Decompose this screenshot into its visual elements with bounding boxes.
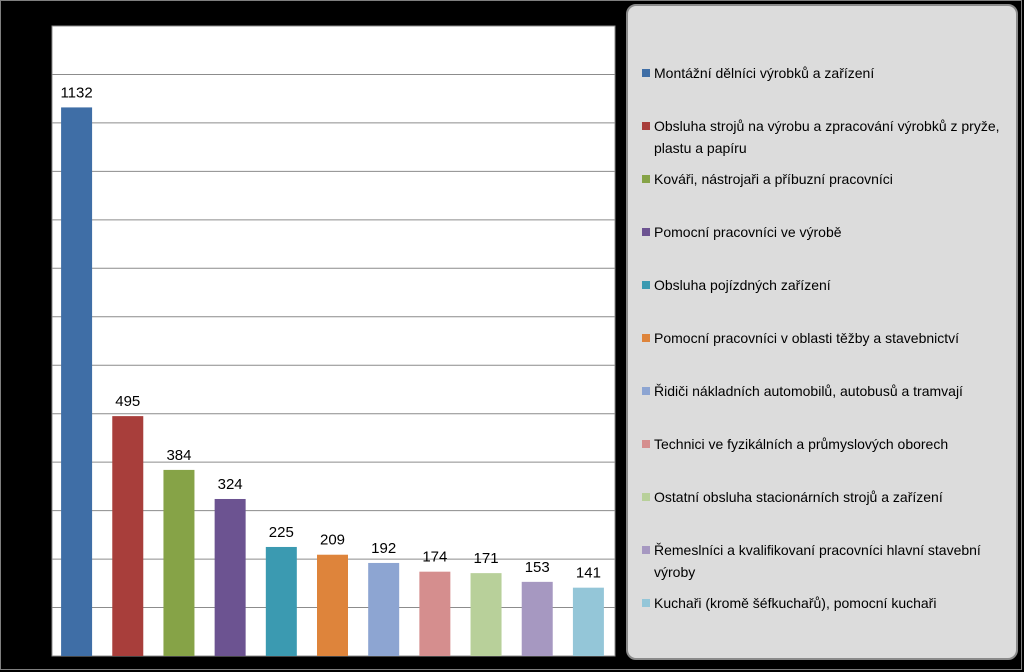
legend-label: Řidiči nákladních automobilů, autobusů a… xyxy=(654,383,963,399)
legend-swatch xyxy=(642,281,650,289)
y-tick-label: 1000 xyxy=(7,163,40,180)
data-label: 1132 xyxy=(60,84,92,101)
y-tick-label: 1200 xyxy=(7,66,40,83)
legend-item: Řemeslníci a kvalifikovaní pracovníci hl… xyxy=(642,539,1004,583)
data-label: 384 xyxy=(166,447,191,464)
y-tick-label: 200 xyxy=(15,551,40,568)
y-tick-label: 500 xyxy=(15,406,40,423)
legend-label: Obsluha pojízdných zařízení xyxy=(654,277,831,293)
y-tick-label: 700 xyxy=(15,309,40,326)
bar xyxy=(112,416,144,656)
data-label: 495 xyxy=(115,393,140,410)
plot-area xyxy=(51,25,616,657)
legend-item: Řidiči nákladních automobilů, autobusů a… xyxy=(642,380,1004,402)
legend-item: Ostatní obsluha stacionárních strojů a z… xyxy=(642,486,1004,508)
bars xyxy=(61,107,604,656)
bar xyxy=(265,546,297,656)
data-label: 174 xyxy=(422,549,447,566)
y-tick-label: 400 xyxy=(15,454,40,471)
bar xyxy=(61,107,93,656)
legend-swatch xyxy=(642,493,650,501)
y-tick-label: 1300 xyxy=(7,18,40,35)
legend-item: Technici ve fyzikálních a průmyslových o… xyxy=(642,433,1004,455)
bar xyxy=(521,581,553,656)
legend-swatch xyxy=(642,440,650,448)
legend-swatch xyxy=(642,69,650,77)
y-tick-label: 800 xyxy=(15,260,40,277)
data-label: 141 xyxy=(576,565,601,582)
data-labels: 1132 495 384 324 225 209 192 174 171 153 141 xyxy=(60,84,600,581)
data-label: 209 xyxy=(320,532,345,549)
y-axis-ticks: 0 100 200 300 400 500 600 700 800 900 1000 1100 1200… xyxy=(7,18,40,665)
y-tick-label: 0 xyxy=(32,648,40,665)
bar xyxy=(419,571,451,656)
legend-swatch xyxy=(642,599,650,607)
y-tick-label: 900 xyxy=(15,212,40,229)
data-label: 153 xyxy=(525,559,550,576)
legend-swatch xyxy=(642,334,650,342)
legend-label: Obsluha strojů na výrobu a zpracování vý… xyxy=(654,118,1000,156)
legend-swatch xyxy=(642,122,650,130)
y-tick-label: 300 xyxy=(15,503,40,520)
y-tick-label: 600 xyxy=(15,357,40,374)
legend-label: Montážní dělníci výrobků a zařízení xyxy=(654,65,875,81)
legend-label: Kováři, nástrojaři a příbuzní pracovníci xyxy=(654,171,893,187)
legend-label: Řemeslníci a kvalifikovaní pracovníci hl… xyxy=(654,542,981,580)
legend: Montážní dělníci výrobků a zařízení Obslu… xyxy=(626,4,1018,660)
legend-item: Obsluha pojízdných zařízení xyxy=(642,274,1004,296)
y-tick-label: 1100 xyxy=(8,115,40,132)
legend-item: Obsluha strojů na výrobu a zpracování vý… xyxy=(642,115,1004,159)
bar xyxy=(368,562,400,656)
y-tick-label: 100 xyxy=(15,600,40,617)
legend-item: Kuchaři (kromě šéfkuchařů), pomocní kuch… xyxy=(642,592,1004,614)
legend-label: Kuchaři (kromě šéfkuchařů), pomocní kuch… xyxy=(654,595,937,611)
legend-swatch xyxy=(642,387,650,395)
legend-swatch xyxy=(642,228,650,236)
bar xyxy=(214,498,246,656)
legend-label: Pomocní pracovníci v oblasti těžby a sta… xyxy=(654,330,960,346)
bar xyxy=(572,587,604,656)
legend-item: Kováři, nástrojaři a příbuzní pracovníci xyxy=(642,168,1004,190)
legend-label: Pomocní pracovníci ve výrobě xyxy=(654,224,842,240)
legend-swatch xyxy=(642,175,650,183)
data-label: 171 xyxy=(474,550,499,567)
legend-item: Montážní dělníci výrobků a zařízení xyxy=(642,62,1004,84)
legend-item: Pomocní pracovníci v oblasti těžby a sta… xyxy=(642,327,1004,349)
bar xyxy=(470,573,502,656)
legend-label: Technici ve fyzikálních a průmyslových o… xyxy=(654,436,949,452)
data-label: 192 xyxy=(371,540,396,557)
legend-label: Ostatní obsluha stacionárních strojů a z… xyxy=(654,489,943,505)
legend-swatch xyxy=(642,546,650,554)
legend-item: Pomocní pracovníci ve výrobě xyxy=(642,221,1004,243)
bar xyxy=(317,554,348,656)
data-label: 324 xyxy=(218,476,243,493)
bar xyxy=(163,469,195,656)
data-label: 225 xyxy=(269,524,294,541)
